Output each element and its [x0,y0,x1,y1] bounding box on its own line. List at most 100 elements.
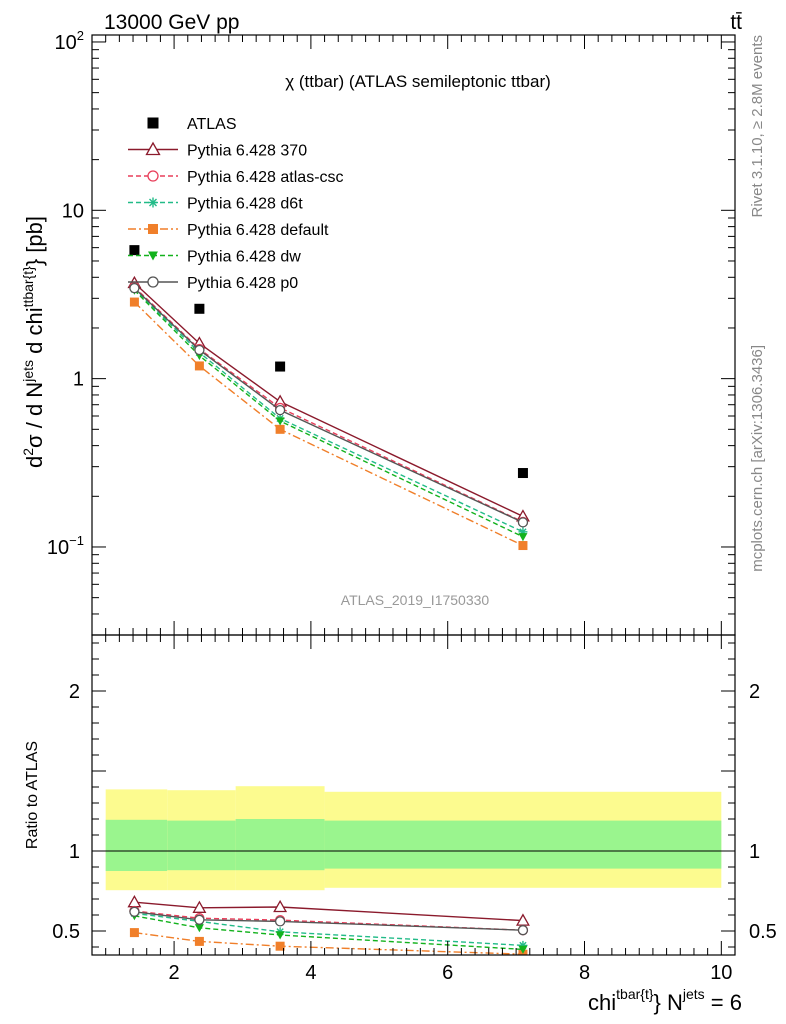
legend-label: Pythia 6.428 p0 [187,275,298,292]
legend-label: ATLAS [187,116,237,133]
uncertainty-band-green [324,820,722,869]
process-label: tt̄ [730,11,742,34]
data-point [194,344,205,356]
ratio-point [517,925,529,936]
ratio-ytick-label: 1 [69,841,80,863]
legend-marker [148,197,158,208]
data-point [274,404,286,416]
main-ytick-label: 10 [62,200,84,222]
legend-label: Pythia 6.428 d6t [187,196,303,213]
ratio-xtick-label: 10 [710,962,732,984]
ratio-point [192,900,207,913]
series-pythia-6-428-p0 [129,282,529,528]
series-line [133,289,524,538]
ratio-point [194,914,205,925]
data-point [517,468,528,479]
legend-label: Pythia 6.428 370 [187,143,307,160]
data-point [194,361,204,371]
data-point [518,541,528,551]
series-line [133,286,524,523]
series-pythia-6-428-dw [129,286,528,542]
main-title: χ (ttbar) (ATLAS semileptonic ttbar) [285,72,551,91]
legend-item: Pythia 6.428 370 [128,141,307,160]
ratio-xlabel: chitbar{t}} Njets = 6 [588,986,742,1015]
ratio-xtick-label: 6 [442,962,453,984]
data-point [129,297,139,307]
ratio-point [518,945,528,954]
data-point [275,361,286,372]
series-atlas [129,245,528,479]
legend-item: Pythia 6.428 d6t [128,196,303,213]
ratio-ytick-label: 2 [69,681,80,703]
uncertainty-band-green [167,820,236,871]
legend-marker [147,170,159,182]
data-point [129,282,140,294]
legend: ATLAS Pythia 6.428 370 Pythia 6.428 atlas-… [128,116,344,292]
ratio-ytick-label-right: 2 [749,681,760,703]
series-pythia-6-428-default [129,297,528,551]
ratio-panel: 0.5 0.5 1 1 2 2 2 4 6 8 10 Ratio to ATLAS chitbar{… [24,634,777,1015]
ratio-xtick-label: 4 [305,962,316,984]
legend-label: Pythia 6.428 dw [187,249,301,266]
ratio-point [127,895,142,908]
data-point [275,417,285,426]
energy-label: 13000 GeV pp [104,11,239,34]
uncertainty-band-green [235,819,325,871]
site-label: mcplots.cern.ch [arXiv:1306.3436] [749,345,766,572]
series-pythia-6-428-370 [127,275,530,522]
ratio-point [274,916,286,927]
ratio-series-pythia-6-428-d6t [129,908,528,950]
ratio-ylabel: Ratio to ATLAS [24,741,41,849]
data-point [275,424,285,434]
data-point [129,245,140,256]
legend-marker [145,141,161,156]
legend-marker [147,276,159,288]
ratio-line [134,912,523,947]
legend-item: ATLAS [147,116,237,133]
main-panel: 10−1 1 10 102 χ (ttbar) (ATLAS semileptonic… [20,28,736,636]
legend-marker [148,251,158,261]
ratio-xtick-label: 2 [169,962,180,984]
uncertainty-band-green [105,819,168,871]
ratio-series-pythia-6-428-default [129,928,528,955]
series-line [133,287,524,524]
data-point [517,517,529,528]
legend-item: Pythia 6.428 dw [128,249,301,266]
ratio-point [129,928,139,938]
legend-marker [148,224,158,234]
main-ytick-label: 10−1 [47,533,84,559]
ratio-series-pythia-6-428-atlas-csc [129,905,529,936]
ratio-point [194,936,204,946]
data-point [194,303,205,314]
ratio-line [134,911,523,931]
ratio-point [273,899,288,913]
main-ytick-label: 102 [55,28,84,54]
ratio-point [194,924,204,933]
ratio-ytick-label-right: 1 [749,841,760,863]
ratio-line [134,901,523,922]
ratio-series-pythia-6-428-p0 [129,906,529,936]
ratio-frame [91,634,736,956]
legend-label: Pythia 6.428 default [187,222,329,239]
main-ytick-label: 1 [73,369,84,391]
ratio-line [134,915,523,951]
legend-item: Pythia 6.428 default [128,222,329,239]
data-point [518,533,528,542]
ratio-xtick-label: 8 [579,962,590,984]
legend-item: Pythia 6.428 p0 [128,275,298,292]
ratio-point [129,906,140,917]
watermark: ATLAS_2019_I1750330 [341,592,490,608]
ratio-ytick-label: 0.5 [52,921,80,943]
rivet-label: Rivet 3.1.10, ≥ 2.8M events [749,35,766,218]
ratio-point [275,941,285,951]
ratio-line [134,931,523,955]
ratio-point [275,931,285,940]
series-line [133,288,524,533]
legend-item: Pythia 6.428 atlas-csc [128,169,344,186]
legend-marker [147,117,159,129]
ratio-series-pythia-6-428-370 [127,895,530,926]
series-line [133,282,524,518]
main-ylabel: d2σ / d Njets d chittbar{t}} [pb] [20,216,47,468]
series-pythia-6-428-d6t [129,284,528,537]
